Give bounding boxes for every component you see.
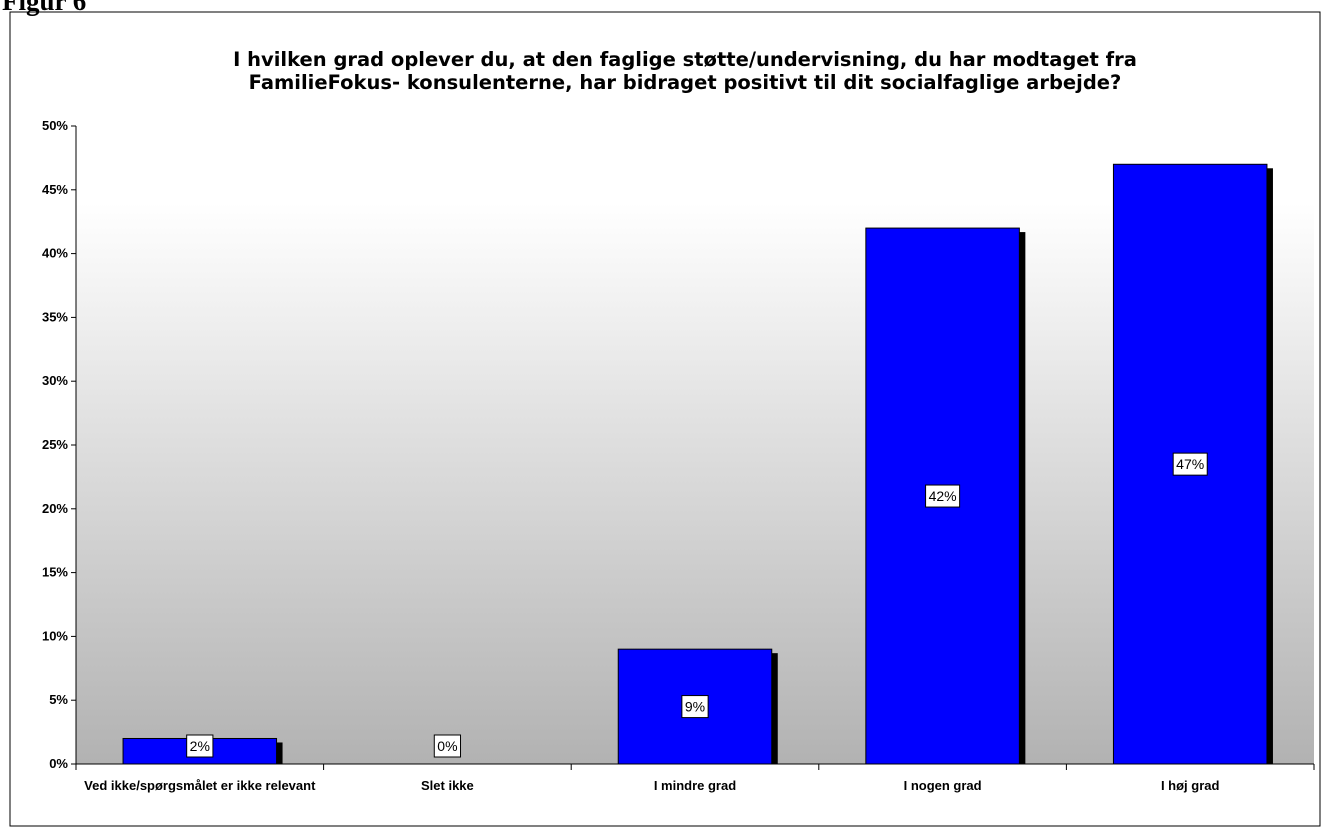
chart-title: I hvilken grad oplever du, at den faglig…: [233, 48, 1137, 94]
x-tick-label: I høj grad: [1160, 778, 1220, 793]
y-tick-label: 25%: [42, 437, 68, 452]
y-tick-label: 0%: [49, 756, 68, 771]
y-tick-label: 10%: [42, 628, 68, 643]
y-tick-label: 40%: [42, 246, 68, 261]
data-label: 0%: [437, 738, 457, 754]
y-tick-label: 45%: [42, 182, 68, 197]
data-label-box: [1172, 452, 1208, 476]
data-label: 42%: [929, 488, 957, 504]
x-tick-label: Ved ikke/spørgsmålet er ikke relevant: [84, 778, 316, 793]
data-label-box: [433, 734, 462, 758]
x-tick-label: I nogen grad: [903, 778, 982, 793]
x-tick-label: I mindre grad: [653, 778, 737, 793]
y-tick-label: 20%: [42, 501, 68, 516]
y-tick-label: 15%: [42, 565, 68, 580]
y-tick-label: 35%: [42, 309, 68, 324]
data-label-box: [186, 734, 214, 758]
y-tick-label: 5%: [49, 692, 68, 707]
y-tick-label: 50%: [42, 118, 68, 133]
data-label-box: [925, 484, 961, 508]
y-tick-label: 30%: [42, 373, 68, 388]
data-label: 2%: [190, 738, 210, 754]
data-label: 47%: [1176, 456, 1204, 472]
data-label-box: [681, 695, 709, 719]
data-label: 9%: [685, 699, 705, 715]
x-tick-label: Slet ikke: [421, 778, 474, 793]
figure-label: Figur 6: [2, 0, 87, 16]
